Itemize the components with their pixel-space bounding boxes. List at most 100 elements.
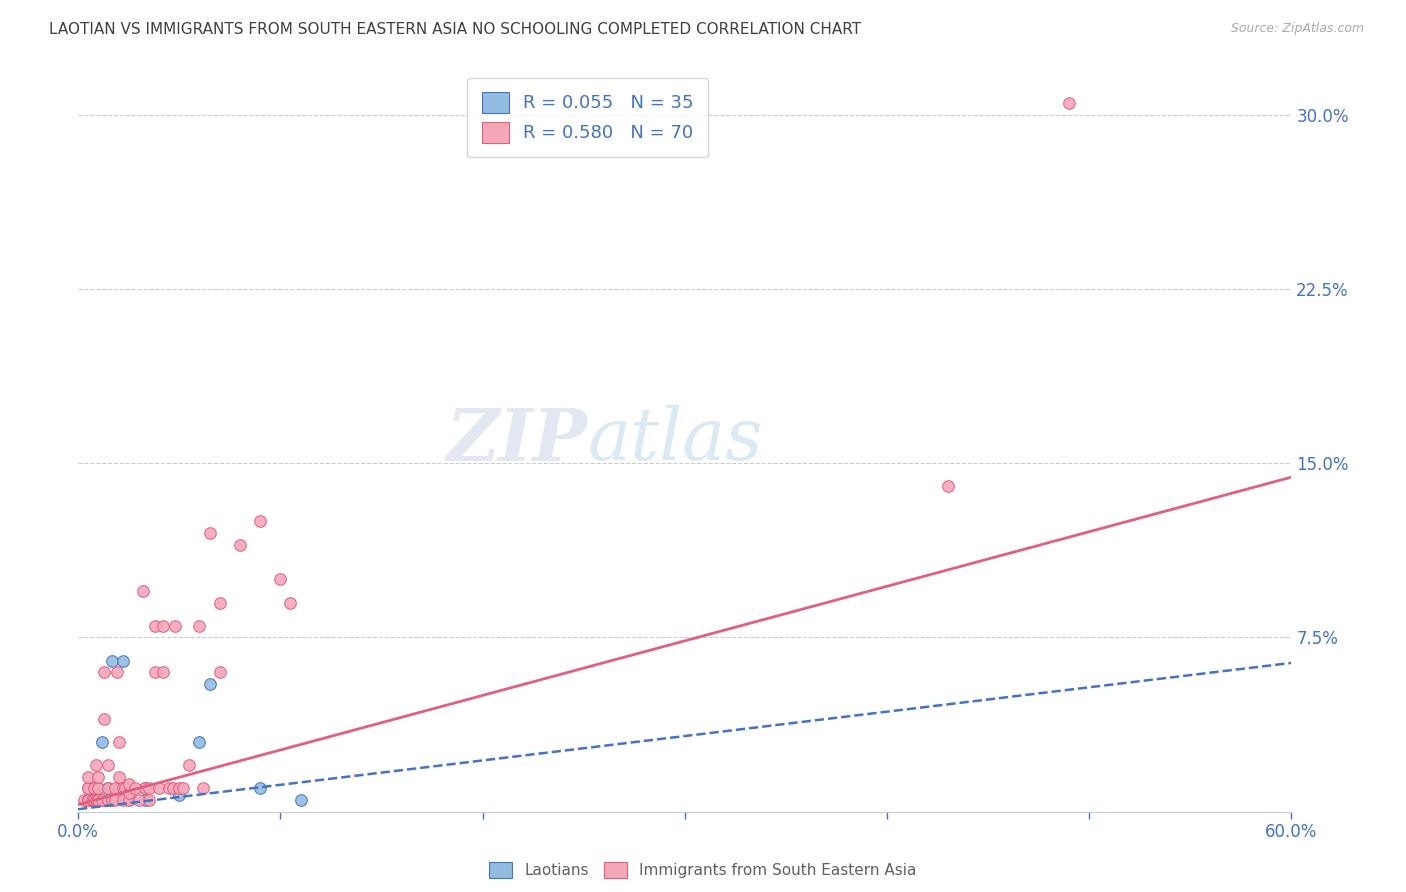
Point xyxy=(83,781,105,796)
Point xyxy=(179,758,201,772)
Point xyxy=(91,793,114,807)
Point xyxy=(82,793,104,807)
Point xyxy=(77,793,100,807)
Point xyxy=(87,781,110,796)
Point xyxy=(97,781,120,796)
Point xyxy=(143,665,166,680)
Point xyxy=(249,514,271,528)
Point xyxy=(77,781,100,796)
Point xyxy=(93,665,115,680)
Point xyxy=(152,665,174,680)
Point xyxy=(77,793,100,807)
Point xyxy=(188,619,211,633)
Text: atlas: atlas xyxy=(588,405,763,475)
Point xyxy=(91,793,114,807)
Point xyxy=(103,781,125,796)
Point xyxy=(193,781,215,796)
Point xyxy=(77,793,100,807)
Point xyxy=(87,793,110,807)
Point xyxy=(73,793,96,807)
Point xyxy=(118,793,141,807)
Point xyxy=(167,789,190,803)
Point xyxy=(101,793,124,807)
Point xyxy=(143,619,166,633)
Point xyxy=(83,793,105,807)
Point xyxy=(77,793,100,807)
Point xyxy=(87,793,110,807)
Point xyxy=(87,793,110,807)
Point xyxy=(91,735,114,749)
Point xyxy=(118,793,141,807)
Text: Source: ZipAtlas.com: Source: ZipAtlas.com xyxy=(1230,22,1364,36)
Point xyxy=(198,677,221,691)
Point xyxy=(83,793,105,807)
Point xyxy=(77,793,100,807)
Point xyxy=(82,793,104,807)
Point xyxy=(87,793,110,807)
Point xyxy=(188,735,211,749)
Point xyxy=(77,793,100,807)
Point xyxy=(97,793,120,807)
Point xyxy=(162,781,184,796)
Point xyxy=(103,793,125,807)
Point xyxy=(148,781,170,796)
Point xyxy=(87,770,110,784)
Point xyxy=(229,537,252,551)
Point xyxy=(118,786,141,800)
Point xyxy=(82,793,104,807)
Point xyxy=(157,781,180,796)
Point xyxy=(134,781,156,796)
Point xyxy=(105,665,128,680)
Point xyxy=(77,793,100,807)
Point xyxy=(77,793,100,807)
Point xyxy=(83,793,105,807)
Point xyxy=(97,793,120,807)
Point xyxy=(77,793,100,807)
Legend: Laotians, Immigrants from South Eastern Asia: Laotians, Immigrants from South Eastern … xyxy=(484,856,922,884)
Point xyxy=(198,525,221,540)
Point xyxy=(97,793,120,807)
Point xyxy=(77,793,100,807)
Point xyxy=(77,793,100,807)
Point xyxy=(77,793,100,807)
Point xyxy=(165,619,187,633)
Point xyxy=(269,572,291,586)
Point xyxy=(152,619,174,633)
Point xyxy=(128,793,150,807)
Point xyxy=(132,583,155,598)
Point xyxy=(93,712,115,726)
Point xyxy=(138,793,160,807)
Point xyxy=(77,781,100,796)
Point xyxy=(77,781,100,796)
Point xyxy=(138,781,160,796)
Point xyxy=(86,793,108,807)
Point xyxy=(97,758,120,772)
Point xyxy=(87,793,110,807)
Point xyxy=(77,793,100,807)
Point xyxy=(172,781,194,796)
Point xyxy=(114,781,136,796)
Legend: R = 0.055   N = 35, R = 0.580   N = 70: R = 0.055 N = 35, R = 0.580 N = 70 xyxy=(467,78,709,157)
Point xyxy=(111,781,134,796)
Point xyxy=(134,793,156,807)
Point xyxy=(107,735,129,749)
Point xyxy=(280,596,302,610)
Point xyxy=(111,793,134,807)
Point xyxy=(208,665,231,680)
Point xyxy=(101,654,124,668)
Point xyxy=(86,793,108,807)
Point xyxy=(1057,96,1080,111)
Point xyxy=(83,793,105,807)
Point xyxy=(83,781,105,796)
Point xyxy=(118,777,141,791)
Point xyxy=(124,781,146,796)
Point xyxy=(86,758,108,772)
Point xyxy=(290,793,312,807)
Point xyxy=(107,770,129,784)
Point xyxy=(936,479,959,493)
Point xyxy=(77,793,100,807)
Point xyxy=(77,793,100,807)
Point xyxy=(97,793,120,807)
Point xyxy=(208,596,231,610)
Point xyxy=(87,781,110,796)
